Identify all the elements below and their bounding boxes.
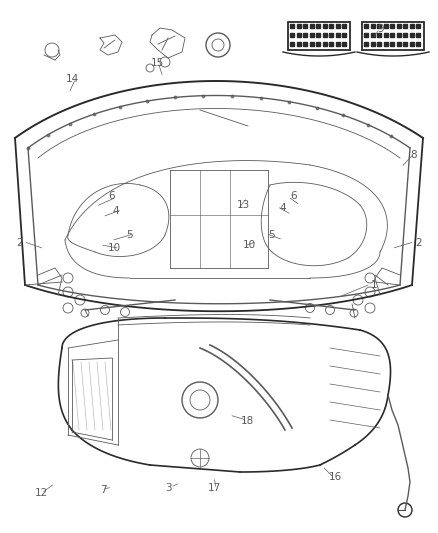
Text: 16: 16 — [328, 472, 342, 482]
Text: 4: 4 — [279, 203, 286, 213]
Text: 10: 10 — [243, 240, 256, 250]
Text: 18: 18 — [241, 416, 254, 426]
Text: 5: 5 — [126, 230, 133, 239]
Text: 4: 4 — [113, 206, 120, 215]
Text: 2: 2 — [16, 238, 23, 247]
Text: 17: 17 — [208, 483, 221, 492]
Text: 15: 15 — [151, 58, 164, 68]
Text: 10: 10 — [107, 243, 120, 253]
Text: 9: 9 — [378, 25, 385, 34]
Bar — [288, 22, 350, 50]
Text: 2: 2 — [415, 238, 422, 247]
Text: 8: 8 — [410, 150, 417, 159]
Text: 6: 6 — [290, 191, 297, 201]
Text: 12: 12 — [35, 488, 48, 498]
Text: 5: 5 — [268, 230, 275, 239]
Text: 7: 7 — [99, 486, 106, 495]
Text: 1: 1 — [371, 280, 378, 290]
Text: 14: 14 — [66, 74, 79, 84]
Text: 6: 6 — [108, 191, 115, 201]
Text: 13: 13 — [237, 200, 250, 210]
Bar — [362, 22, 424, 50]
Text: 3: 3 — [165, 483, 172, 492]
